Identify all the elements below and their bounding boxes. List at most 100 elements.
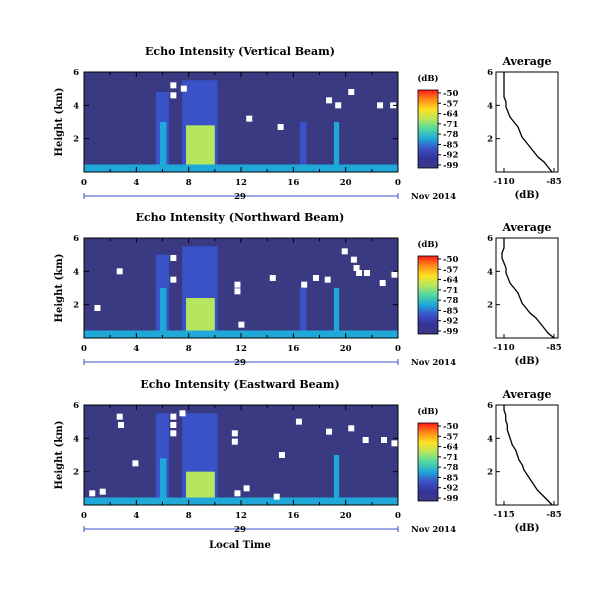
data-gap [301,281,308,288]
x-tick-label: 20 [340,511,352,521]
colorbar-tick-label: -64 [443,110,458,120]
data-gap [312,275,319,281]
x-axis-label: Local Time [209,540,271,551]
data-gap [377,102,384,109]
colorbar-tick-label: -57 [443,265,458,275]
data-gap [99,488,106,495]
data-gap [380,437,387,443]
y-axis-label: Height (km) [54,88,65,157]
x-tick-label: 0 [81,344,87,354]
data-gap [116,268,123,275]
colorbar-unit: (dB) [417,406,438,417]
data-gap [179,410,186,417]
avg-x-tick-label: -110 [493,343,514,353]
y-tick-label: 2 [73,468,79,478]
x-tick-label: 16 [287,344,299,354]
avg-y-tick-label: 2 [487,135,493,145]
y-tick-label: 6 [73,401,79,411]
data-gap [170,82,177,89]
x-tick-label: 12 [235,344,247,354]
avg-x-axis-label: (dB) [515,523,540,534]
data-gap [324,276,331,283]
x-tick-label: 12 [235,178,247,188]
x-tick-label: 20 [340,178,352,188]
x-tick-label: 4 [133,178,139,188]
data-gap [132,460,139,467]
y-axis-label: Height (km) [54,421,65,490]
data-gap [170,430,177,437]
colorbar-tick-label: -71 [443,120,458,130]
colorbar-tick-label: -78 [443,463,458,473]
data-gap [278,452,285,458]
data-gap [363,270,370,276]
data-gap [89,490,96,497]
colorbar-tick-label: -71 [443,286,458,296]
data-gap [326,97,333,104]
colorbar-tick-label: -64 [443,276,458,286]
colorbar-tick-label: -92 [443,151,458,161]
heatmap-background [84,405,398,505]
x-tick-label: 4 [133,511,139,521]
data-gap [348,425,355,432]
colorbar-tick-label: -57 [443,99,458,109]
date-day: 29 [234,358,246,368]
colorbar-tick-label: -85 [443,473,458,483]
panel-title: Echo Intensity (Eastward Beam) [140,378,339,391]
echo-layer [333,288,340,338]
avg-x-tick-label: -110 [493,177,514,187]
echo-layer [333,455,340,505]
avg-y-tick-label: 6 [487,401,493,411]
echo-layer [186,125,215,172]
colorbar [417,255,439,335]
data-gap [170,413,177,420]
x-tick-label: 20 [340,344,352,354]
avg-x-tick-label: -115 [493,510,514,520]
avg-y-tick-label: 2 [487,301,493,311]
echo-layer [159,122,167,172]
x-tick-label: 0 [395,344,401,354]
colorbar-tick-label: -99 [443,161,458,171]
date-label: Nov 2014 [411,525,456,535]
average-profile-line [503,72,553,173]
x-tick-label: 0 [81,511,87,521]
data-gap [231,430,238,437]
average-frame [495,71,559,173]
x-tick-label: 8 [186,511,192,521]
data-gap [379,280,386,286]
date-day: 29 [234,525,246,535]
colorbar-tick-label: -50 [443,255,458,265]
data-gap [362,437,369,443]
colorbar-unit: (dB) [417,239,438,250]
average-profile-line [503,405,553,506]
colorbar-tick-label: -71 [443,453,458,463]
data-gap [391,271,398,278]
colorbar-tick-label: -92 [443,484,458,494]
x-tick-label: 12 [235,511,247,521]
panel-title: Echo Intensity (Vertical Beam) [145,45,335,58]
data-gap [277,124,284,130]
colorbar-tick-label: -78 [443,130,458,140]
x-tick-label: 16 [287,511,299,521]
y-tick-label: 4 [73,434,79,444]
y-tick-label: 6 [73,68,79,78]
data-gap [180,85,187,92]
x-tick-label: 16 [287,178,299,188]
echo-layer [159,458,167,505]
data-gap [341,248,348,255]
y-tick-label: 2 [73,301,79,311]
date-label: Nov 2014 [411,358,456,368]
date-label: Nov 2014 [411,192,456,202]
date-day: 29 [234,192,246,202]
data-gap [94,305,101,311]
colorbar-tick-label: -85 [443,140,458,150]
data-gap [116,413,123,420]
panel-title: Echo Intensity (Northward Beam) [136,211,345,224]
avg-y-tick-label: 6 [487,68,493,78]
colorbar [417,422,439,502]
avg-x-tick-label: -85 [546,177,561,187]
data-gap [391,440,398,447]
colorbar-tick-label: -85 [443,306,458,316]
avg-x-tick-label: -85 [546,510,561,520]
avg-y-tick-label: 6 [487,234,493,244]
